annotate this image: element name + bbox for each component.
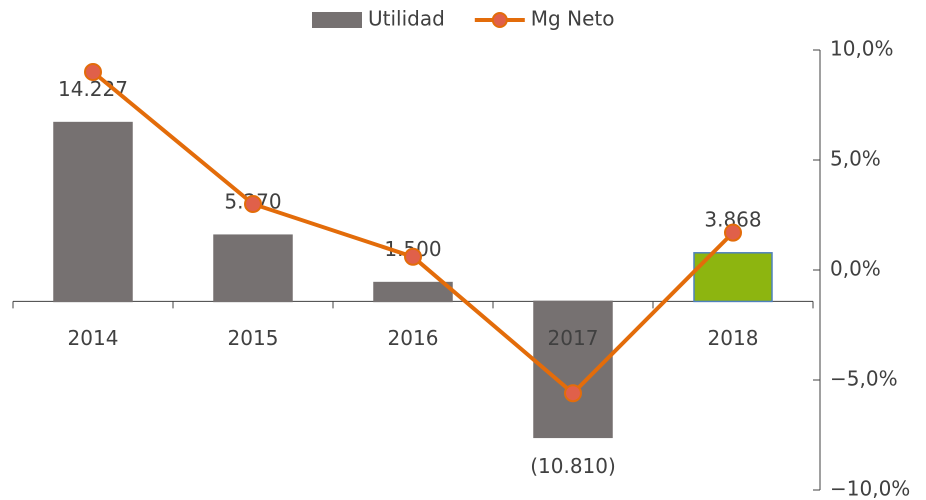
x-tick-label: 2015 (228, 326, 279, 350)
y2-tick-label: −5,0% (830, 367, 898, 391)
marker (244, 195, 262, 213)
x-tick-label: 2018 (708, 326, 759, 350)
y2-tick-label: 10,0% (830, 37, 894, 61)
data-label: (10.810) (530, 454, 616, 478)
y2-tick-label: −10,0% (830, 477, 910, 500)
marker (564, 384, 582, 403)
bar (53, 121, 133, 303)
bar (213, 234, 293, 303)
bar (373, 281, 453, 303)
x-tick-label: 2016 (388, 326, 439, 350)
legend-swatch (312, 12, 362, 28)
x-tick-label: 2014 (68, 326, 119, 350)
marker (404, 247, 422, 266)
legend-label: Mg Neto (531, 7, 615, 31)
marker (724, 223, 742, 242)
legend-label: Utilidad (368, 7, 445, 31)
y2-tick-label: 5,0% (830, 147, 881, 171)
y2-tick-label: 0,0% (830, 257, 881, 281)
x-tick-label: 2017 (548, 326, 599, 350)
marker (84, 63, 102, 81)
legend-marker (491, 12, 508, 28)
